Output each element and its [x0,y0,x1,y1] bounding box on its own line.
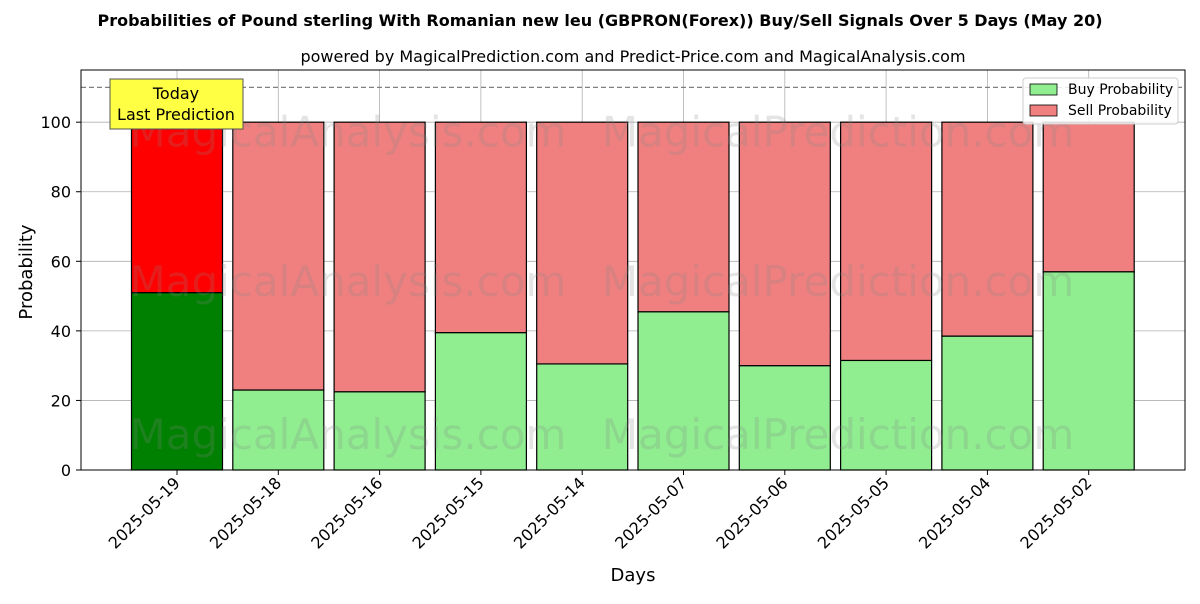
buy-bar [839,359,933,471]
legend: Buy Probability Sell Probability [1022,77,1179,125]
x-tick-label: 2025-05-04 [915,473,994,552]
buy-bar [738,365,831,471]
today-annotation: Today Last Prediction [109,78,244,130]
x-tick-label: 2025-05-06 [712,473,791,552]
sell-bar [738,121,831,367]
sell-bar [333,121,426,393]
buy-bar [1042,271,1135,471]
y-tick-label: 40 [51,322,71,341]
annotation-box [109,78,244,130]
watermark-text: MagicalAnalysis.com [130,257,567,306]
sell-bar [130,121,224,294]
legend-box [1022,77,1179,125]
sell-bar [941,121,1034,337]
y-tick-label: 0 [61,461,71,480]
x-tick-label: 2025-05-14 [510,473,589,552]
sell-bar [536,121,629,365]
x-tick-label: 2025-05-05 [814,473,893,552]
x-tick-label: 2025-05-07 [611,473,690,552]
y-tick-label: 100 [40,113,71,132]
x-tick-label: 2025-05-02 [1016,473,1095,552]
annotation-line-today: Today [152,84,199,103]
watermark-text: MagicalPrediction.com [602,410,1075,459]
buy-bar [941,335,1034,471]
y-tick-label: 60 [51,252,71,271]
sell-bar [1042,121,1135,273]
x-tick-label: 2025-05-18 [206,473,285,552]
legend-label-buy: Buy Probability [1068,82,1173,98]
chart-subtitle: powered by MagicalPrediction.com and Pre… [300,47,965,66]
x-axis: 2025-05-19 2025-05-18 2025-05-16 2025-05-15… [105,470,1096,553]
watermark-text: MagicalPrediction.com [602,257,1075,306]
bar-group [130,121,1135,471]
x-axis-label: Days [611,565,656,586]
watermark-text: MagicalPrediction.com [602,108,1075,157]
sell-bar [434,121,527,334]
buy-bar [333,391,426,471]
y-tick-label: 20 [51,391,71,410]
buy-bar [536,363,629,471]
sell-bar [232,121,325,391]
watermark-text: MagicalAnalysis.com [130,410,567,459]
y-axis: 0 20 40 60 80 100 [40,113,81,480]
y-tick-label: 80 [51,183,71,202]
x-tick-label: 2025-05-16 [307,473,386,552]
annotation-line-last-prediction: Last Prediction [117,105,235,124]
x-tick-label: 2025-05-15 [409,473,488,552]
chart-title: Probabilities of Pound sterling With Rom… [97,11,1102,30]
buy-bar [130,292,224,471]
x-tick-label: 2025-05-19 [105,473,184,552]
sell-bar [637,121,730,313]
y-axis-label: Probability [16,224,37,319]
buy-bar [637,311,730,471]
sell-bar [839,121,933,362]
plot-frame [80,69,1186,471]
legend-swatch-buy [1029,83,1058,96]
buy-bar [434,332,527,471]
legend-label-sell: Sell Probability [1068,103,1172,119]
legend-swatch-sell [1029,104,1058,117]
